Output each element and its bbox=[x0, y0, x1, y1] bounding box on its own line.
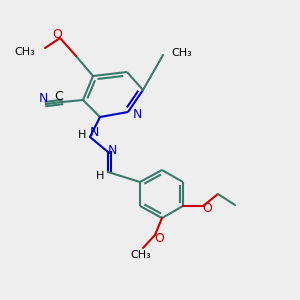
Text: CH₃: CH₃ bbox=[171, 48, 192, 58]
Text: N: N bbox=[107, 143, 117, 157]
Text: CH₃: CH₃ bbox=[14, 47, 35, 57]
Text: N: N bbox=[38, 92, 48, 104]
Text: O: O bbox=[52, 28, 62, 40]
Text: N: N bbox=[133, 107, 142, 121]
Text: N: N bbox=[89, 127, 99, 140]
Text: CH₃: CH₃ bbox=[130, 250, 152, 260]
Text: H: H bbox=[96, 171, 104, 181]
Text: O: O bbox=[202, 202, 212, 215]
Text: C: C bbox=[55, 89, 63, 103]
Text: O: O bbox=[154, 232, 164, 244]
Text: H: H bbox=[78, 130, 86, 140]
